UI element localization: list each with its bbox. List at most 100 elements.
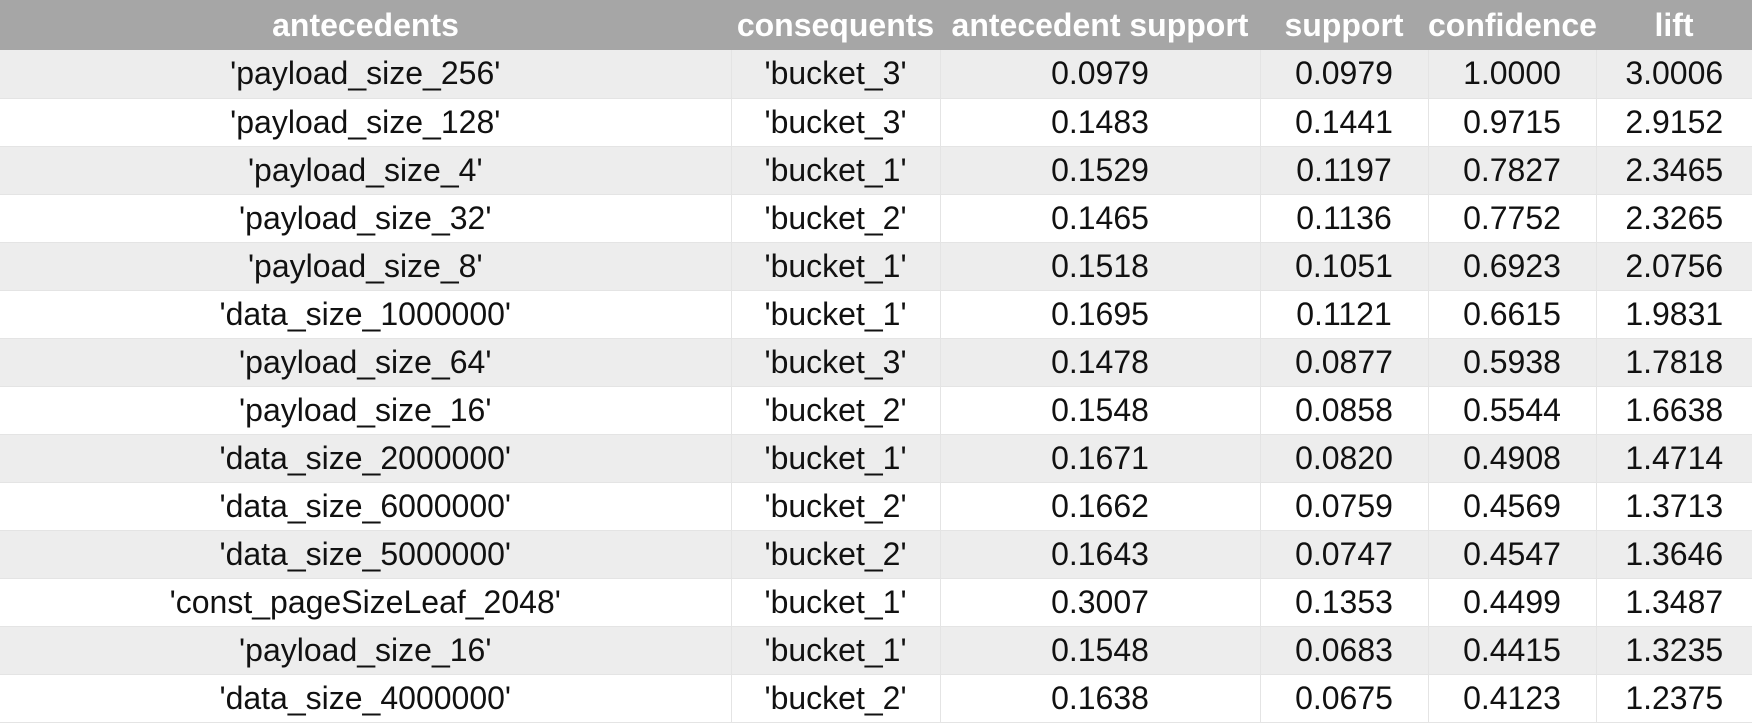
cell-lift: 1.3713 [1596,482,1752,531]
cell-antecedent-support: 0.1478 [940,338,1261,387]
cell-confidence: 0.6923 [1428,242,1597,291]
cell-support: 0.0820 [1260,434,1429,483]
table-row: 'data_size_2000000' 'bucket_1' 0.1671 0.… [0,434,1752,483]
table-row: 'const_pageSizeLeaf_2048' 'bucket_1' 0.3… [0,578,1752,627]
cell-antecedent-support: 0.1518 [940,242,1261,291]
cell-lift: 1.7818 [1596,338,1752,387]
cell-lift: 1.4714 [1596,434,1752,483]
cell-lift: 2.3465 [1596,146,1752,195]
cell-confidence: 0.7752 [1428,194,1597,243]
cell-antecedent-support: 0.1638 [940,674,1261,723]
cell-support: 0.0675 [1260,674,1429,723]
cell-antecedent-support: 0.1548 [940,626,1261,675]
cell-consequents: 'bucket_2' [731,482,941,531]
header-row: antecedents consequents antecedent suppo… [0,0,1752,50]
cell-antecedent-support: 0.0979 [940,50,1261,99]
table-row: 'payload_size_64' 'bucket_3' 0.1478 0.08… [0,338,1752,387]
cell-antecedent-support: 0.1643 [940,530,1261,579]
header-consequents: consequents [736,6,935,43]
cell-support: 0.0683 [1260,626,1429,675]
cell-antecedent-support: 0.1465 [940,194,1261,243]
cell-support: 0.0747 [1260,530,1429,579]
table-header: antecedents consequents antecedent suppo… [0,0,1752,50]
cell-lift: 1.3646 [1596,530,1752,579]
cell-confidence: 0.5544 [1428,386,1597,435]
header-support: support [1284,6,1404,43]
cell-support: 0.1136 [1260,194,1429,243]
header-antecedents: antecedents [272,6,459,43]
cell-antecedent-support: 0.1671 [940,434,1261,483]
cell-support: 0.0877 [1260,338,1429,387]
cell-confidence: 0.4547 [1428,530,1597,579]
cell-confidence: 0.5938 [1428,338,1597,387]
table-row: 'data_size_1000000' 'bucket_1' 0.1695 0.… [0,290,1752,339]
cell-support: 0.1441 [1260,98,1429,147]
cell-antecedents: 'data_size_4000000' [0,674,732,723]
table-row: 'data_size_4000000' 'bucket_2' 0.1638 0.… [0,674,1752,723]
table-row: 'payload_size_8' 'bucket_1' 0.1518 0.105… [0,242,1752,291]
cell-antecedents: 'payload_size_64' [0,338,732,387]
cell-lift: 1.3235 [1596,626,1752,675]
cell-antecedents: 'payload_size_8' [0,242,732,291]
cell-consequents: 'bucket_1' [731,626,941,675]
cell-antecedents: 'data_size_2000000' [0,434,732,483]
cell-support: 0.1197 [1260,146,1429,195]
cell-antecedents: 'payload_size_16' [0,626,732,675]
cell-lift: 2.9152 [1596,98,1752,147]
table-row: 'payload_size_32' 'bucket_2' 0.1465 0.11… [0,194,1752,243]
cell-support: 0.0979 [1260,50,1429,99]
table-row: 'payload_size_16' 'bucket_1' 0.1548 0.06… [0,626,1752,675]
cell-antecedents: 'payload_size_32' [0,194,732,243]
cell-support: 0.0858 [1260,386,1429,435]
cell-consequents: 'bucket_2' [731,194,941,243]
cell-antecedent-support: 0.1695 [940,290,1261,339]
cell-confidence: 0.4415 [1428,626,1597,675]
cell-lift: 1.6638 [1596,386,1752,435]
cell-consequents: 'bucket_1' [731,290,941,339]
table-row: 'payload_size_16' 'bucket_2' 0.1548 0.08… [0,386,1752,435]
cell-consequents: 'bucket_1' [731,146,941,195]
cell-antecedent-support: 0.1662 [940,482,1261,531]
cell-consequents: 'bucket_3' [731,338,941,387]
cell-antecedents: 'data_size_6000000' [0,482,732,531]
header-confidence: confidence [1428,6,1597,43]
cell-lift: 1.9831 [1596,290,1752,339]
cell-antecedents: 'payload_size_256' [0,50,732,99]
cell-consequents: 'bucket_2' [731,386,941,435]
cell-consequents: 'bucket_1' [731,578,941,627]
header-lift: lift [1654,6,1694,43]
cell-confidence: 0.4499 [1428,578,1597,627]
cell-consequents: 'bucket_1' [731,434,941,483]
cell-lift: 2.0756 [1596,242,1752,291]
cell-antecedents: 'payload_size_16' [0,386,732,435]
cell-consequents: 'bucket_3' [731,98,941,147]
cell-antecedent-support: 0.1529 [940,146,1261,195]
cell-confidence: 0.4569 [1428,482,1597,531]
header-antecedent-support: antecedent support [951,6,1249,43]
table-row: 'payload_size_4' 'bucket_1' 0.1529 0.119… [0,146,1752,195]
cell-lift: 3.0006 [1596,50,1752,99]
cell-support: 0.0759 [1260,482,1429,531]
cell-antecedents: 'payload_size_128' [0,98,732,147]
cell-support: 0.1353 [1260,578,1429,627]
cell-confidence: 0.4123 [1428,674,1597,723]
cell-antecedent-support: 0.1548 [940,386,1261,435]
cell-support: 0.1121 [1260,290,1429,339]
table-row: 'payload_size_128' 'bucket_3' 0.1483 0.1… [0,98,1752,147]
cell-antecedents: 'payload_size_4' [0,146,732,195]
cell-antecedents: 'const_pageSizeLeaf_2048' [0,578,732,627]
cell-antecedents: 'data_size_1000000' [0,290,732,339]
table-body: 'payload_size_256' 'bucket_3' 0.0979 0.0… [0,50,1752,723]
cell-confidence: 0.6615 [1428,290,1597,339]
table-row: 'payload_size_256' 'bucket_3' 0.0979 0.0… [0,50,1752,99]
cell-consequents: 'bucket_3' [731,50,941,99]
cell-lift: 2.3265 [1596,194,1752,243]
table-row: 'data_size_5000000' 'bucket_2' 0.1643 0.… [0,530,1752,579]
cell-consequents: 'bucket_2' [731,530,941,579]
cell-confidence: 1.0000 [1428,50,1597,99]
cell-confidence: 0.4908 [1428,434,1597,483]
cell-consequents: 'bucket_1' [731,242,941,291]
cell-antecedent-support: 0.1483 [940,98,1261,147]
cell-lift: 1.3487 [1596,578,1752,627]
